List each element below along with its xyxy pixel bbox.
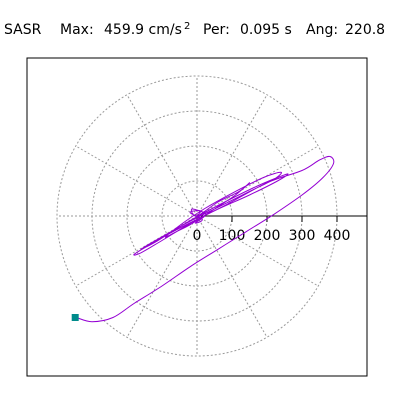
x-tick-label-300: 300 <box>289 228 316 244</box>
grid-spoke-30 <box>196 145 319 217</box>
peak-marker-group <box>71 314 79 321</box>
chart-header: SASR Max: 459.9 cm/s 2 Per: 0.095 s Ang:… <box>4 17 385 38</box>
grid-spoke-210 <box>75 215 198 287</box>
grid-spoke-300 <box>196 215 268 338</box>
grid-spoke-150 <box>75 145 198 217</box>
x-tick-label-100: 100 <box>219 228 246 244</box>
peak-marker <box>71 314 79 321</box>
header-per-label: Per: <box>203 22 230 38</box>
header-max-exp: 2 <box>184 21 190 32</box>
header-per-value: 0.095 s <box>240 22 292 38</box>
x-tick-label-0: 0 <box>193 228 202 244</box>
grid-spoke-330 <box>196 215 319 287</box>
x-tick-label-200: 200 <box>254 228 281 244</box>
orbit-trace <box>76 155 335 323</box>
header-max-label: Max: <box>60 22 94 38</box>
header-max-value: 459.9 cm/s <box>104 22 182 38</box>
grid-spoke-60 <box>196 94 268 217</box>
header-title: SASR <box>4 22 42 38</box>
x-tick-label-400: 400 <box>324 228 351 244</box>
grid-spoke-120 <box>126 94 198 217</box>
grid-spoke-240 <box>126 215 198 338</box>
header-ang-label: Ang: <box>306 22 338 38</box>
plot-frame <box>26 57 368 377</box>
header-ang-value: 220.8 <box>345 22 385 38</box>
orbit-trace-line <box>76 155 335 323</box>
x-axis: 0 100 200 300 400 <box>193 215 367 244</box>
